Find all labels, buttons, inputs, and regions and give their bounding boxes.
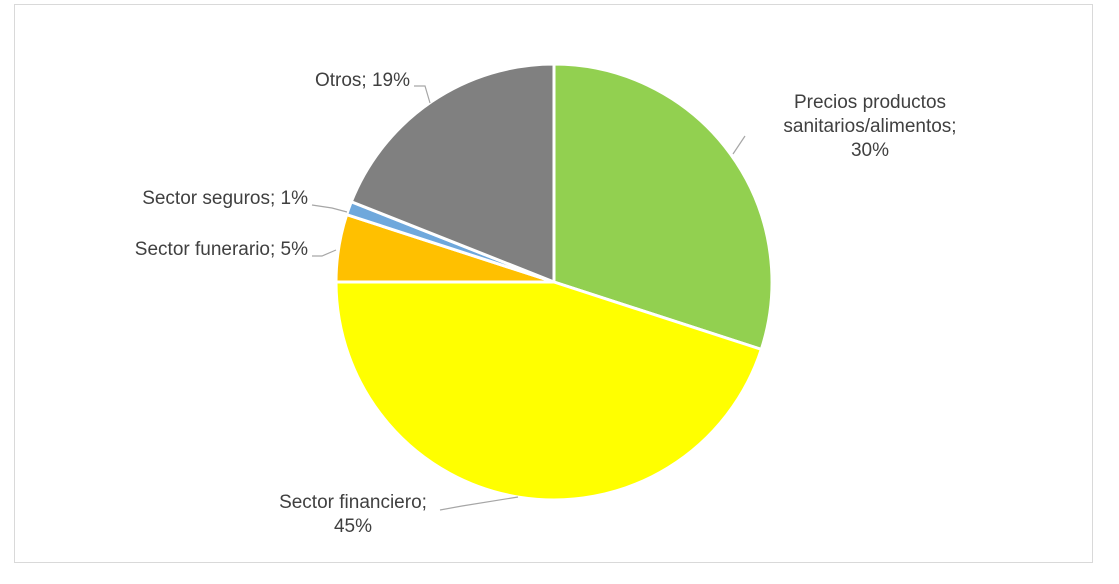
data-label: Precios productos sanitarios/alimentos; 30… (783, 92, 956, 161)
pie-slice-otros (349, 62, 556, 284)
leader-line (311, 204, 348, 213)
data-label: Otros; 19% (315, 70, 410, 91)
pie-slice-precios-productos-sanitarios-alimentos (552, 62, 774, 351)
leader-line (439, 496, 519, 511)
data-label: Sector seguros; 1% (142, 188, 308, 209)
leader-line (414, 85, 431, 104)
leader-line (732, 135, 746, 155)
data-label: Sector funerario; 5% (135, 239, 308, 260)
leader-line (312, 249, 337, 257)
data-label: Sector financiero; 45% (279, 492, 427, 537)
pie-slice-sector-financiero (334, 280, 763, 502)
